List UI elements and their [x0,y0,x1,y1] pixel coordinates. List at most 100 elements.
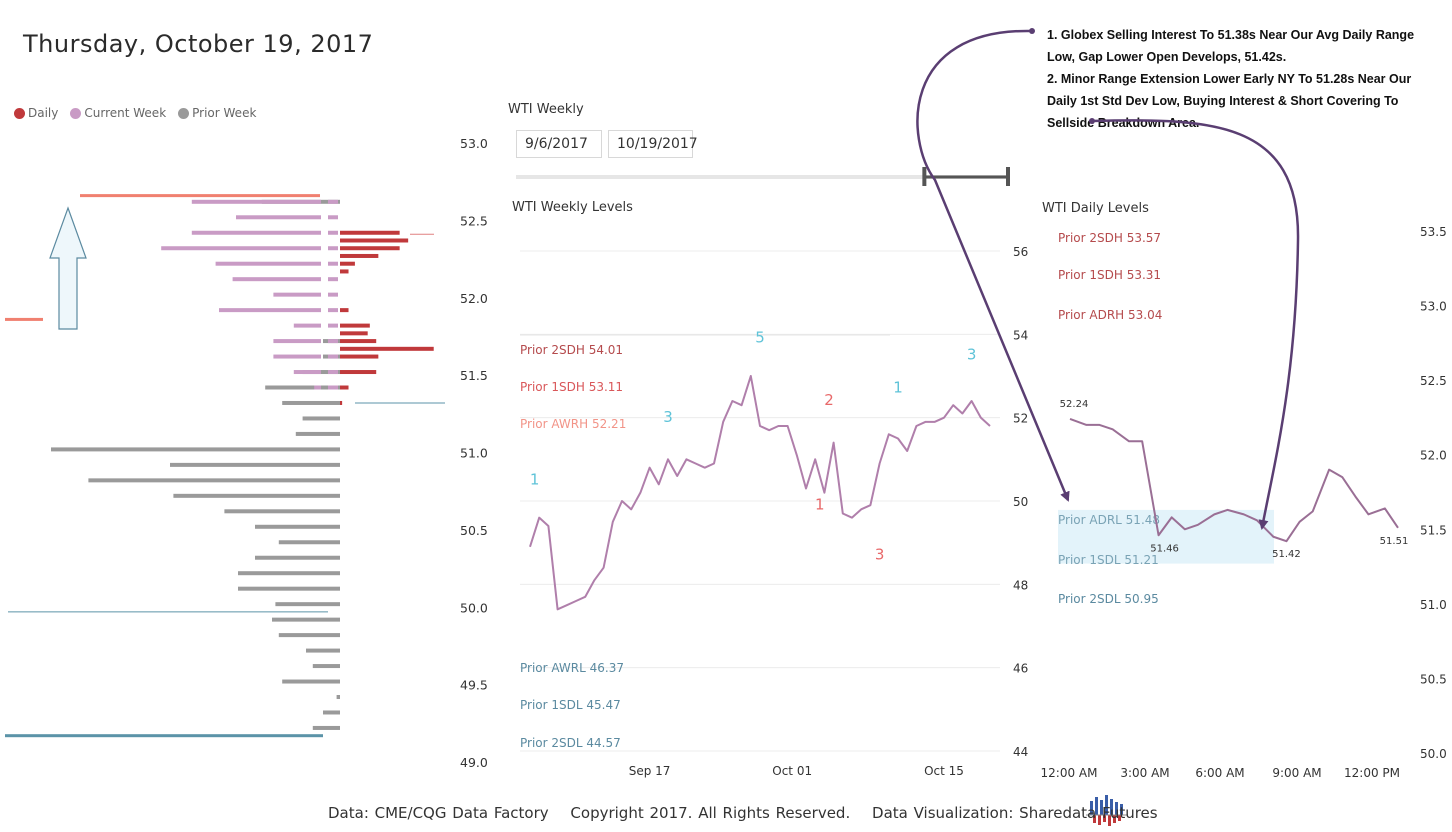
annotation-1-arrow [916,29,1070,502]
end-date-input[interactable]: 10/19/2017 [608,130,698,158]
weekly-levels-title: WTI Weekly Levels [512,200,633,215]
volume-y-tick: 49.0 [460,755,488,770]
legend-item-prior-week[interactable]: Prior Week [178,106,256,120]
prior-week-bar [88,478,341,483]
prior-week-bar [278,633,340,638]
legend-dot-current-week [70,107,82,119]
weekly-price-line [529,375,991,611]
daily-bar [340,261,355,266]
prior-week-bar [170,462,340,467]
annotation-notes: 1. Globex Selling Interest To 51.38s Nea… [1047,24,1447,134]
prior-week-bar [224,509,340,514]
annotation-2-arrow-start [1089,118,1095,124]
daily-bar [340,253,379,258]
daily-bar [340,323,370,328]
current-week-stub [328,246,338,251]
weekly-x-tick: Oct 01 [772,764,812,778]
daily-bar [340,370,377,375]
prior-week-bar [255,555,340,560]
daily-y-tick: 52.5 [1420,374,1447,388]
daily-level-label: Prior 1SDL 51.21 [1058,553,1159,567]
weekly-y-tick: 48 [1013,578,1028,592]
date-range-slider[interactable] [516,167,1010,186]
weekly-wave-label: 1 [815,495,825,513]
annotation-2-arrow [1091,119,1300,530]
prior-week-bar [302,416,340,421]
daily-x-tick: 12:00 AM [1041,766,1098,780]
weekly-panel-title: WTI Weekly [508,102,584,117]
weekly-wave-label: 1 [530,470,540,488]
current-week-bar [293,323,321,328]
volume-y-tick: 52.0 [460,291,488,306]
weekly-y-tick: 46 [1013,662,1028,676]
weekly-wave-label: 3 [967,345,977,363]
daily-point-label: 51.42 [1272,549,1301,560]
daily-level-label: Prior 2SDL 50.95 [1058,592,1159,606]
current-week-stub [328,385,338,390]
current-week-bar [236,215,321,220]
current-week-bar [314,385,321,390]
up-arrow-icon [49,206,87,330]
daily-levels-chart: 53.5 53.0 52.5 52.0 51.5 51.0 50.5 50.0 12:00 AM… [1041,225,1447,780]
current-week-bar [273,292,321,297]
current-week-stub [328,308,338,313]
daily-price-line [1069,417,1399,543]
current-week-stub [328,354,338,359]
current-week-bar [219,308,321,313]
weekly-wave-label: 3 [875,545,885,563]
daily-level-label: Prior ADRL 51.48 [1058,513,1160,527]
current-week-stub [328,215,338,220]
daily-y-tick: 53.5 [1420,225,1447,239]
prior-week-bar [272,617,340,622]
slider-handle-start[interactable] [922,167,927,186]
legend-label-daily: Daily [28,106,59,120]
daily-y-tick: 53.0 [1420,300,1447,314]
prior-week-bar [312,725,340,730]
volume-y-tick: 50.0 [460,600,488,615]
prior-week-bar [275,602,340,607]
volume-y-tick: 53.0 [460,136,488,151]
daily-point-label: 51.51 [1380,536,1409,547]
daily-bar [340,354,379,359]
weekly-wave-label: 3 [663,408,673,426]
prior-week-bar [255,524,340,529]
sharedata-logo-icon [1086,795,1128,826]
annotation-2: 2. Minor Range Extension Lower Early NY … [1047,72,1412,130]
volume-y-tick: 51.5 [460,368,488,383]
current-week-bar [273,339,321,344]
current-week-stub [328,370,338,375]
current-week-stub [328,230,338,235]
weekly-y-tick: 50 [1013,495,1028,509]
prior-week-bar [51,447,340,452]
daily-bar [340,269,349,274]
weekly-y-tick: 56 [1013,245,1028,259]
daily-y-tick: 51.0 [1420,598,1447,612]
legend-dot-prior-week [178,107,190,119]
legend-label-current-week: Current Week [84,106,167,120]
legend-dot-daily [14,107,25,119]
slider-handle-end[interactable] [1006,167,1010,186]
volume-y-tick: 51.0 [460,446,488,461]
current-week-bar [215,261,321,266]
start-date-input[interactable]: 9/6/2017 [516,130,602,158]
footer: Data: CME/CQG Data Factory Copyright 201… [328,804,1174,822]
weekly-level-label: Prior 2SDL 44.57 [520,736,621,750]
daily-x-tick: 9:00 AM [1272,766,1321,780]
weekly-y-tick: 52 [1013,412,1028,426]
volume-y-tick: 52.5 [460,213,488,228]
prior-week-bar [238,571,340,576]
daily-x-tick: 6:00 AM [1195,766,1244,780]
daily-bar [340,308,349,313]
annotation-1-arrow-start [1029,28,1035,34]
legend-item-daily[interactable]: Daily [14,106,58,120]
legend-item-current-week[interactable]: Current Week [70,106,166,120]
footer-visualization: Data Visualization: Sharedata Futures [872,804,1158,822]
prior-week-bar [302,370,340,375]
daily-bar [340,230,400,235]
weekly-y-tick: 54 [1013,328,1028,342]
prior-low-volume-line [5,734,323,738]
weekly-level-label: Prior AWRH 52.21 [520,417,626,431]
page-title: Thursday, October 19, 2017 [23,30,374,58]
footer-copyright: Copyright 2017. All Rights Reserved. [570,804,851,822]
daily-levels-title: WTI Daily Levels [1042,201,1149,216]
